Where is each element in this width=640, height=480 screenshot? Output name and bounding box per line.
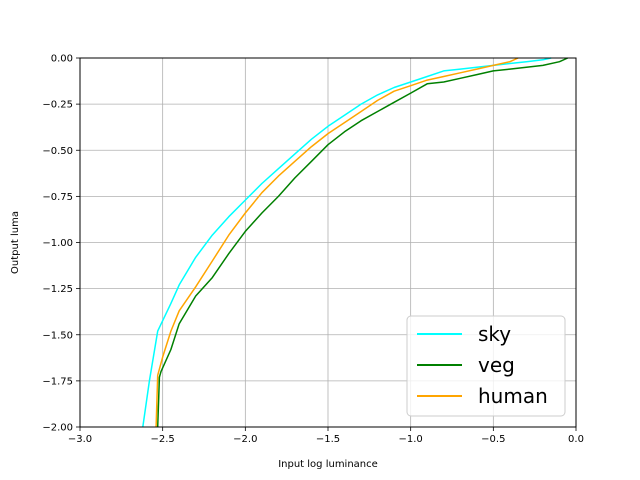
y-axis-label: Output luma: [10, 211, 21, 274]
y-tick-label: −1.75: [42, 376, 73, 387]
series-line-veg: [156, 57, 569, 428]
x-tick-label: 0.0: [568, 434, 584, 445]
x-tick-label: −2.5: [151, 434, 175, 445]
x-tick-label: −1.5: [316, 434, 340, 445]
legend: sky veg human: [406, 315, 566, 417]
x-axis-label: Input log luminance: [278, 459, 378, 470]
x-tick-label: −0.5: [481, 434, 505, 445]
y-tick-label: −0.25: [42, 100, 73, 111]
x-tick-label: −3.0: [68, 434, 92, 445]
y-tick-label: −0.50: [42, 146, 73, 157]
y-tick-label: −1.25: [42, 284, 73, 295]
x-tick-label: −1.0: [399, 434, 423, 445]
y-tick-label: −1.50: [42, 330, 73, 341]
y-tick-label: −2.00: [42, 423, 73, 434]
series-line-sky: [142, 57, 552, 428]
y-tick-label: −1.00: [42, 238, 73, 249]
series-line-human: [155, 57, 519, 428]
legend-label-sky: sky: [478, 322, 511, 346]
legend-label-human: human: [478, 384, 548, 408]
x-tick-label: −2.0: [233, 434, 257, 445]
series-lines: [142, 57, 569, 428]
legend-label-veg: veg: [478, 353, 515, 377]
y-tick-label: −0.75: [42, 192, 73, 203]
y-axis-ticks: 0.00 −0.25 −0.50 −0.75 −1.00 −1.25 −1.50 −1.75 −…: [42, 54, 80, 434]
x-axis-ticks: −3.0 −2.5 −2.0 −1.5 −1.0 −0.5 0.0: [68, 427, 584, 445]
y-tick-label: 0.00: [51, 54, 73, 65]
legend-box: [406, 315, 566, 417]
